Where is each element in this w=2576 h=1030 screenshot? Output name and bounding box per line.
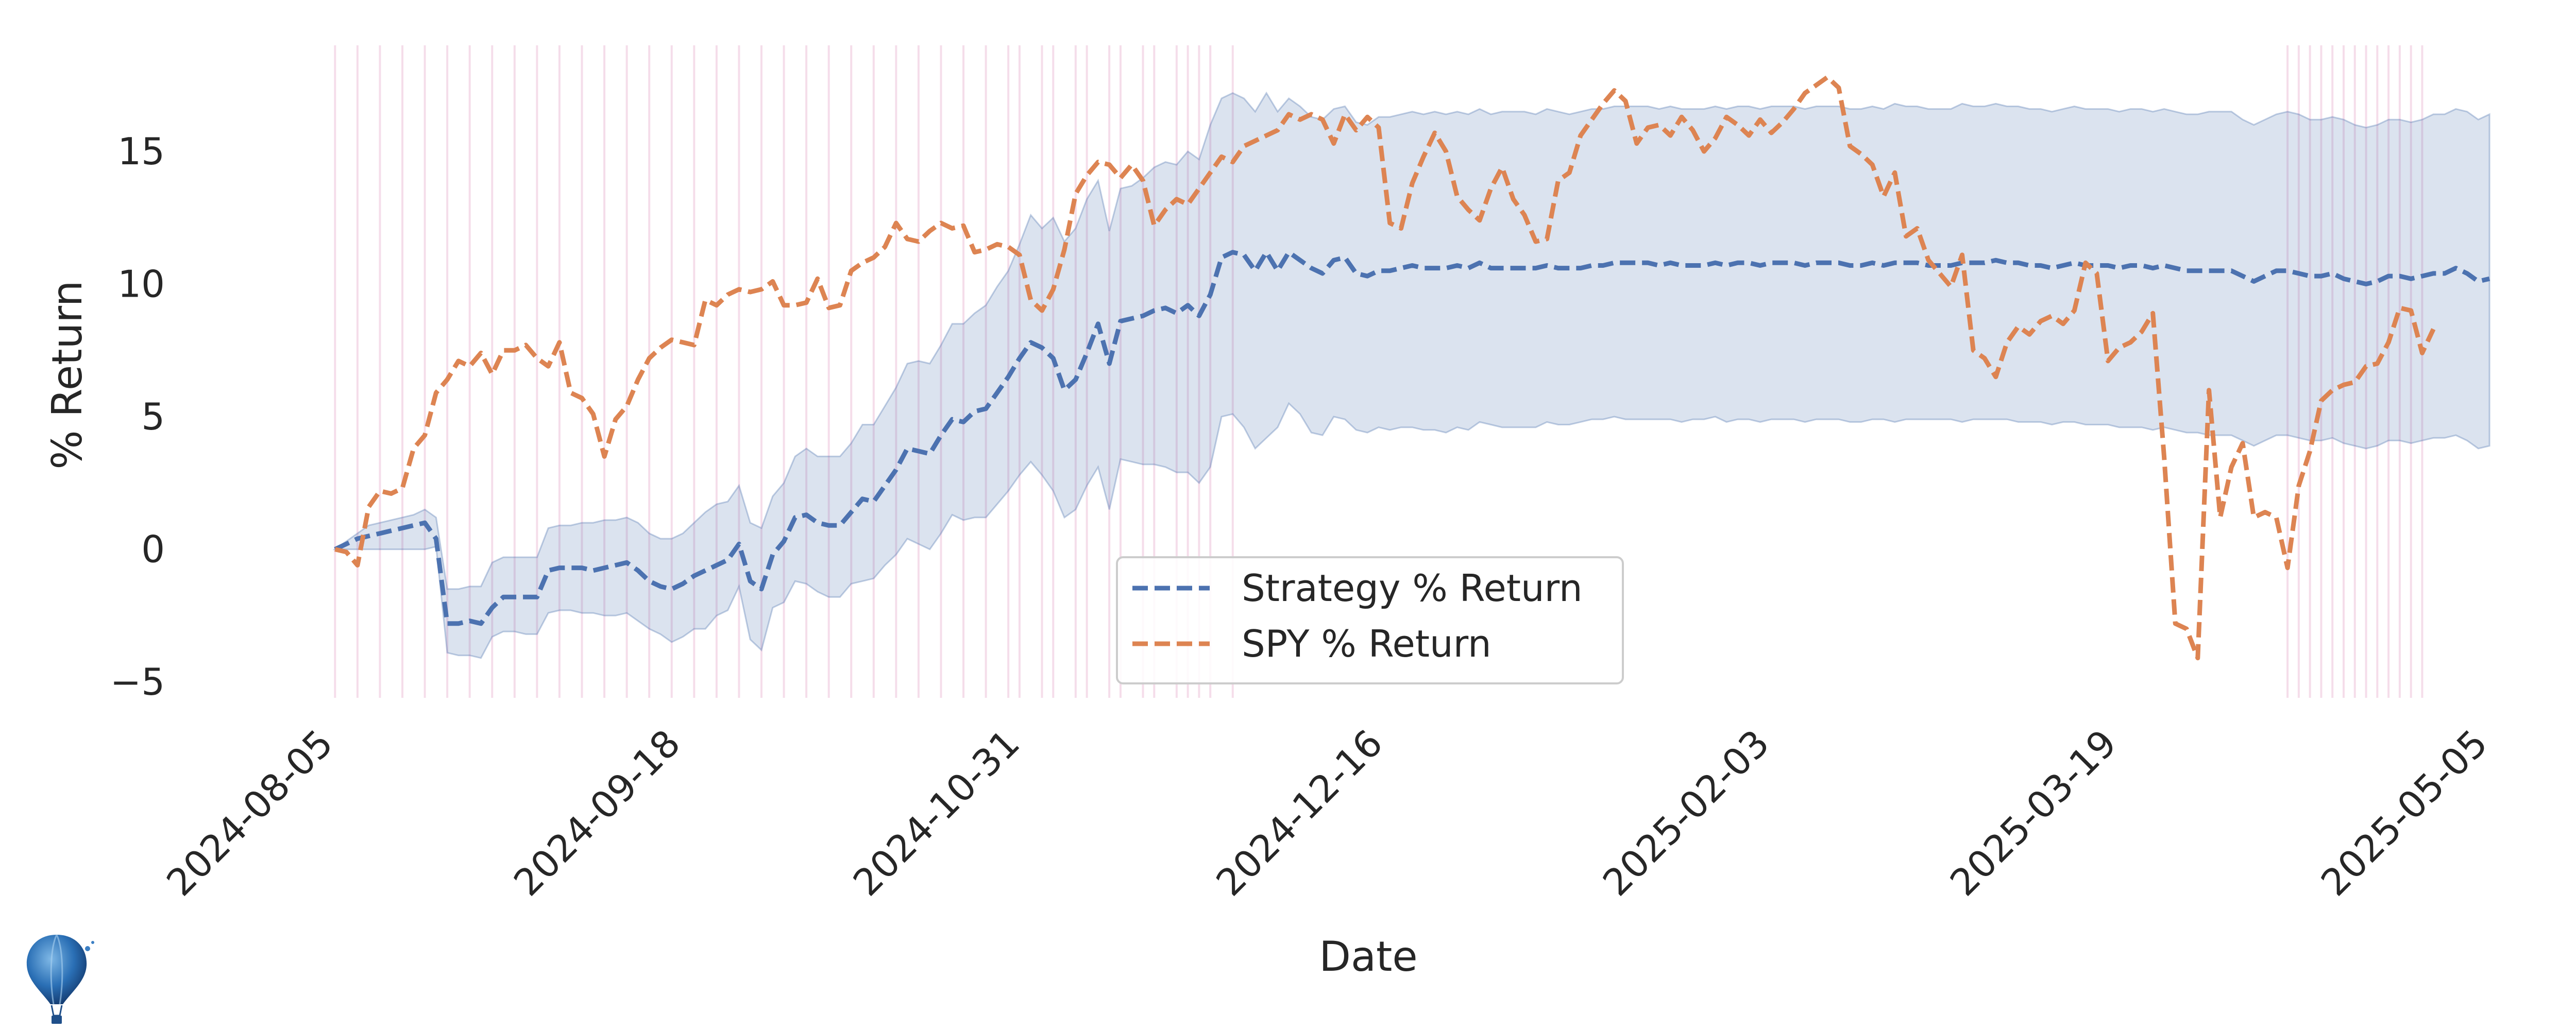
hot-air-balloon-logo	[26, 934, 94, 1024]
x-tick-label-1: 2024-09-18	[505, 722, 688, 904]
y-tick-label-1: 0	[141, 528, 165, 571]
x-tick-label-5: 2025-03-19	[1942, 722, 2125, 904]
series-line-strategy-return	[334, 250, 2490, 626]
y-axis-label: % Return	[43, 281, 91, 470]
x-tick-label-0: 2024-08-05	[158, 722, 341, 904]
y-tick-label-2: 5	[141, 395, 165, 438]
y-tick-labels: −5 0 5 10 15	[110, 130, 165, 703]
x-tick-labels: 2024-08-05 2024-09-18 2024-10-31 2024-12-16…	[158, 722, 2496, 904]
y-tick-label-3: 10	[117, 263, 165, 306]
legend-label-spy: SPY % Return	[1242, 622, 1492, 665]
x-axis-label: Date	[1319, 933, 1417, 981]
y-tick-label-0: −5	[110, 660, 165, 703]
x-tick-label-4: 2025-02-03	[1595, 722, 1777, 904]
series-line-spy-return	[334, 75, 2436, 661]
y-tick-label-4: 15	[117, 130, 165, 173]
x-tick-label-6: 2025-05-05	[2313, 722, 2496, 904]
legend-label-strategy: Strategy % Return	[1242, 566, 1583, 610]
x-tick-label-2: 2024-10-31	[845, 722, 1028, 904]
series-lines	[334, 75, 2490, 661]
legend-box	[1116, 556, 1624, 684]
x-tick-label-3: 2024-12-16	[1208, 722, 1391, 904]
legend: Strategy % Return SPY % Return	[1116, 556, 1624, 684]
